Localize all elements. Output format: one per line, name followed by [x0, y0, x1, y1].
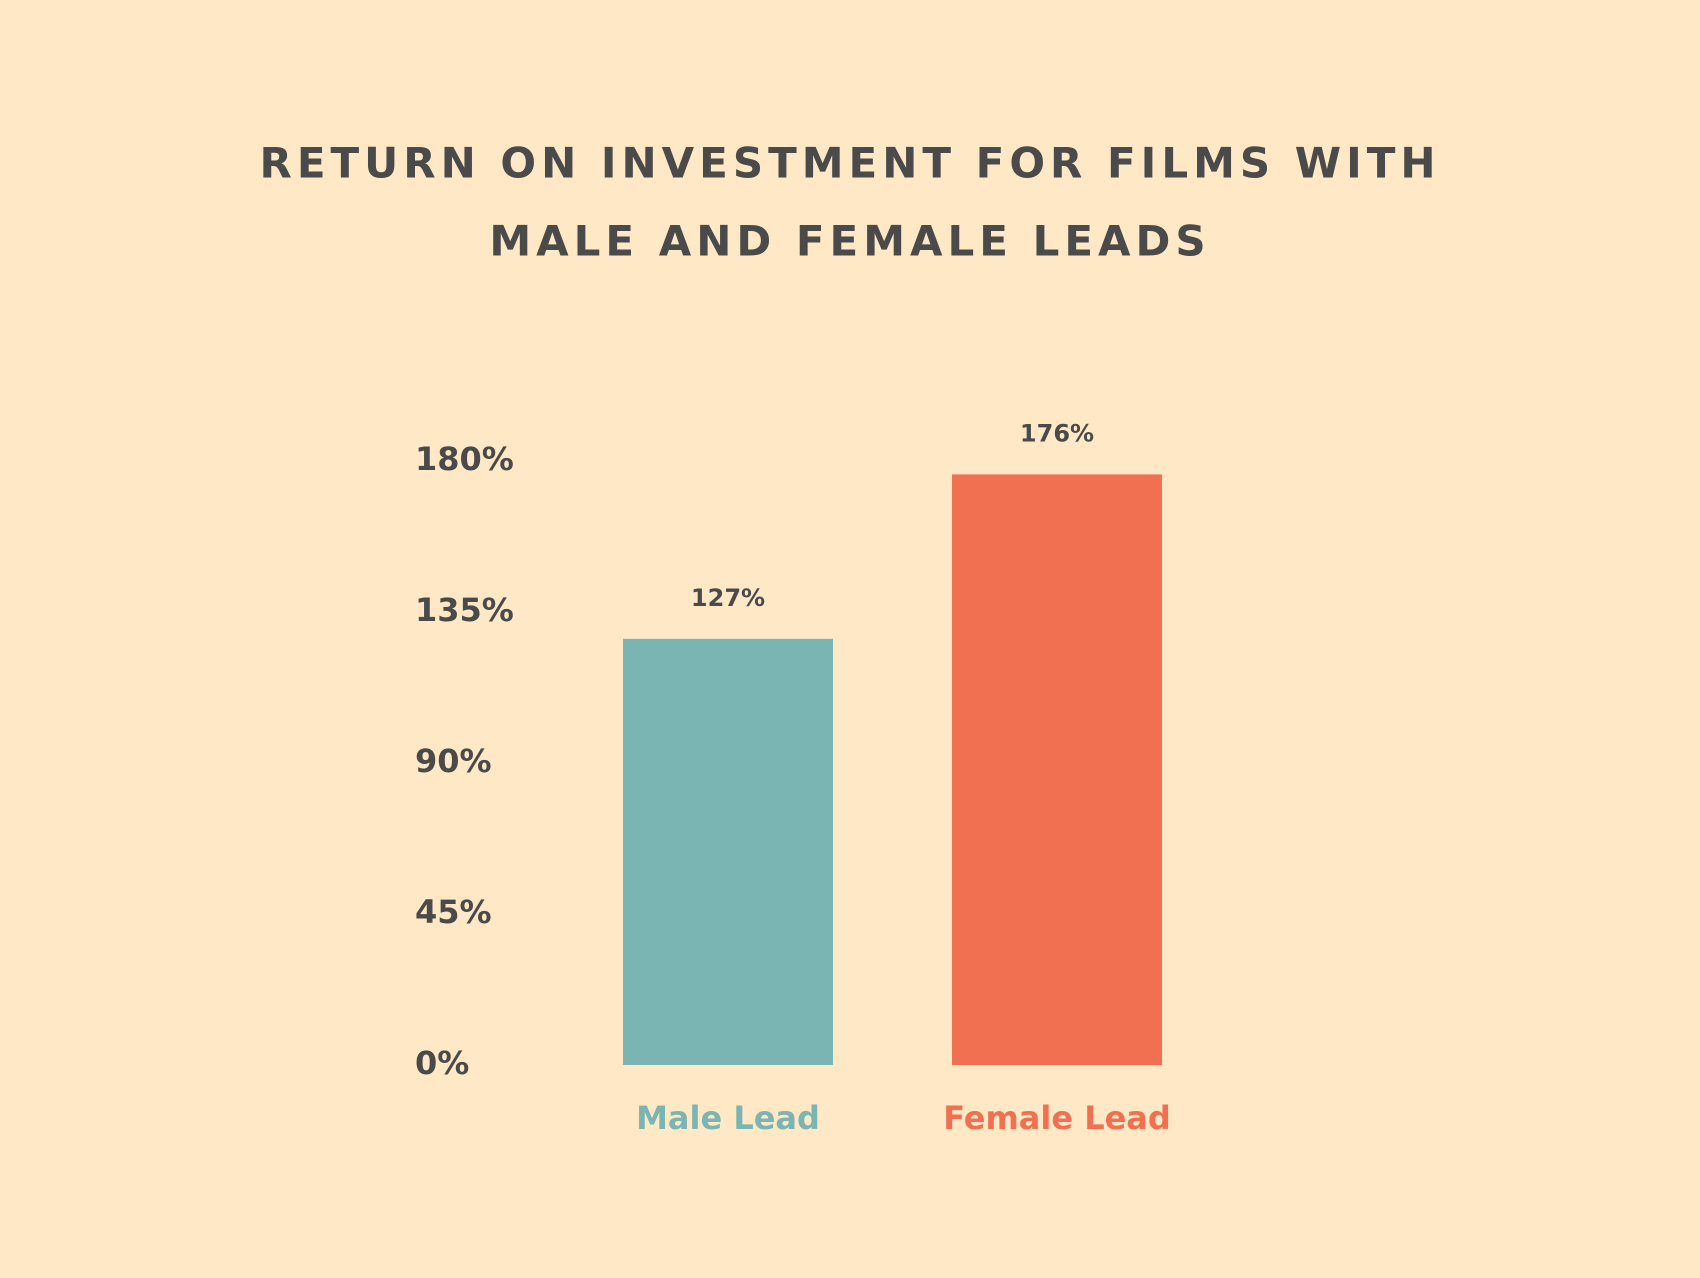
chart-title: MALE AND FEMALE LEADS: [489, 217, 1210, 266]
y-tick-label: 90%: [415, 742, 492, 780]
x-tick-label: Male Lead: [636, 1099, 820, 1137]
y-tick-label: 135%: [415, 591, 514, 629]
x-tick-label: Female Lead: [943, 1099, 1171, 1137]
y-tick-label: 45%: [415, 893, 492, 931]
value-label: 127%: [691, 584, 765, 612]
value-label: 176%: [1020, 419, 1094, 447]
y-tick-label: 180%: [415, 440, 514, 478]
y-tick-label: 0%: [415, 1044, 469, 1082]
bar: [952, 474, 1162, 1065]
bar: [623, 638, 833, 1065]
chart-title: RETURN ON INVESTMENT FOR FILMS WITH: [259, 139, 1440, 188]
